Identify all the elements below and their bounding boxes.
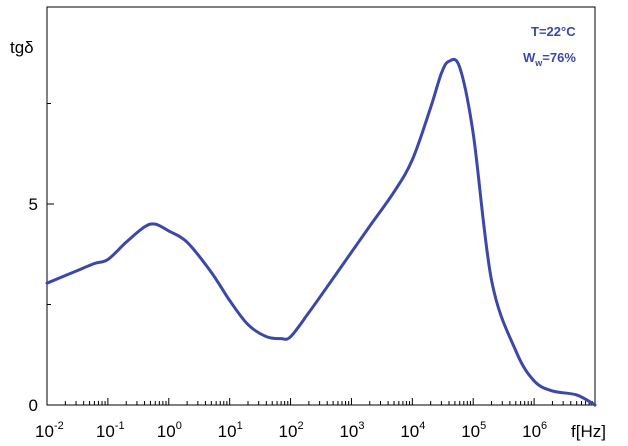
x-tick-exponent: -1 [115, 420, 125, 432]
x-tick-exponent: 2 [297, 420, 303, 432]
plot-frame [46, 6, 596, 406]
x-tick-label: 106 [522, 420, 547, 441]
x-tick-base: 10 [339, 422, 358, 441]
x-tick-label: 105 [461, 420, 486, 441]
annotation-moisture-w: W [523, 50, 536, 65]
y-tick-label: 5 [29, 195, 38, 214]
series-line [45, 57, 597, 407]
x-tick-label: 103 [339, 420, 364, 441]
x-tick-label: 102 [279, 420, 304, 441]
x-axis-label: f[Hz] [571, 422, 606, 441]
x-tick-base: 10 [218, 422, 237, 441]
x-tick-base: 10 [461, 422, 480, 441]
x-tick-exponent: 5 [480, 420, 486, 432]
x-tick-base: 10 [96, 422, 115, 441]
x-tick-exponent: 1 [237, 420, 243, 432]
x-tick-base: 10 [279, 422, 298, 441]
x-tick-base: 10 [522, 422, 541, 441]
x-tick-base: 10 [35, 422, 54, 441]
x-tick-label: 10-1 [96, 420, 125, 441]
x-tick-exponent: -2 [54, 420, 64, 432]
tick-marks [46, 102, 593, 406]
x-tick-exponent: 4 [419, 420, 425, 432]
x-tick-label: 101 [218, 420, 243, 441]
x-tick-exponent: 3 [358, 420, 364, 432]
annotation-moisture-sub: w [534, 58, 543, 68]
x-tick-exponent: 6 [541, 420, 547, 432]
y-axis-label: tgδ [10, 38, 34, 57]
annotation-temperature: T=22°C [531, 24, 576, 39]
y-tick-label: 0 [29, 396, 38, 415]
annotation-moisture-rest: =76% [542, 50, 576, 65]
x-tick-label: 10-2 [35, 420, 64, 441]
x-tick-base: 10 [400, 422, 419, 441]
x-tick-label: 100 [157, 420, 182, 441]
x-tick-exponent: 0 [176, 420, 182, 432]
annotation-moisture: Ww=76% [523, 50, 576, 68]
x-tick-base: 10 [157, 422, 176, 441]
x-tick-label: 104 [400, 420, 425, 441]
